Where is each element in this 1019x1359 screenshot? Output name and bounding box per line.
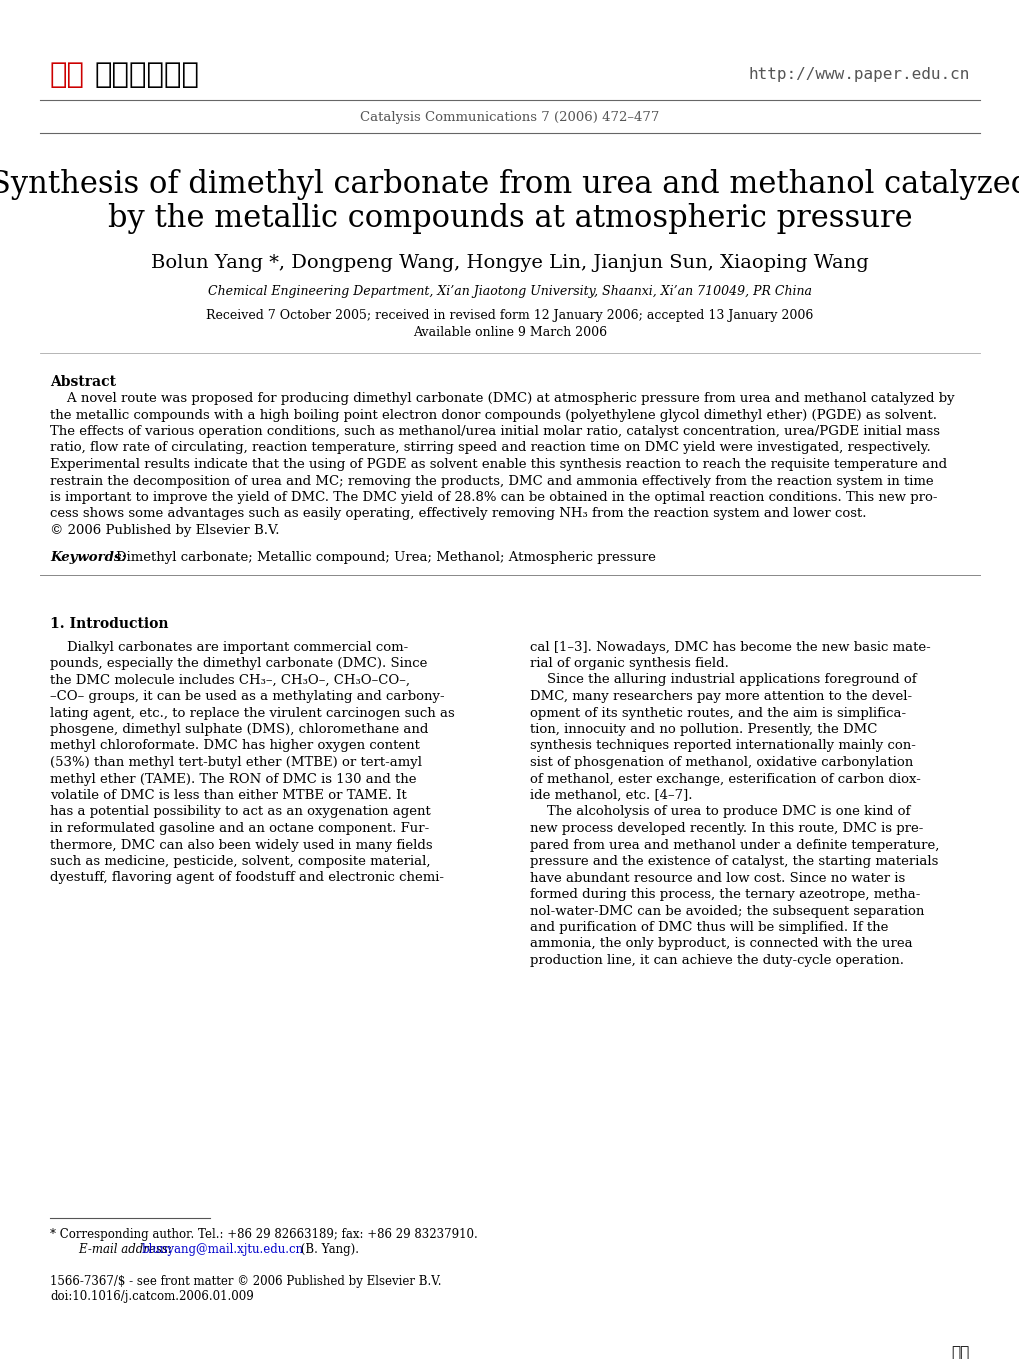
Text: formed during this process, the ternary azeotrope, metha-: formed during this process, the ternary … (530, 887, 919, 901)
Text: opment of its synthetic routes, and the aim is simplifica-: opment of its synthetic routes, and the … (530, 707, 905, 719)
Text: Experimental results indicate that the using of PGDE as solvent enable this synt: Experimental results indicate that the u… (50, 458, 947, 472)
Text: by the metallic compounds at atmospheric pressure: by the metallic compounds at atmospheric… (108, 202, 911, 234)
Text: A novel route was proposed for producing dimethyl carbonate (DMC) at atmospheric: A novel route was proposed for producing… (50, 391, 954, 405)
Text: pressure and the existence of catalyst, the starting materials: pressure and the existence of catalyst, … (530, 855, 937, 868)
Text: new process developed recently. In this route, DMC is pre-: new process developed recently. In this … (530, 822, 922, 834)
Text: lating agent, etc., to replace the virulent carcinogen such as: lating agent, etc., to replace the virul… (50, 707, 454, 719)
Text: ratio, flow rate of circulating, reaction temperature, stirring speed and reacti: ratio, flow rate of circulating, reactio… (50, 442, 930, 454)
Text: cal [1–3]. Nowadays, DMC has become the new basic mate-: cal [1–3]. Nowadays, DMC has become the … (530, 640, 930, 654)
Text: * Corresponding author. Tel.: +86 29 82663189; fax: +86 29 83237910.: * Corresponding author. Tel.: +86 29 826… (50, 1229, 477, 1241)
Text: 1566-7367/$ - see front matter © 2006 Published by Elsevier B.V.: 1566-7367/$ - see front matter © 2006 Pu… (50, 1275, 441, 1288)
Text: such as medicine, pesticide, solvent, composite material,: such as medicine, pesticide, solvent, co… (50, 855, 430, 868)
Text: production line, it can achieve the duty-cycle operation.: production line, it can achieve the duty… (530, 954, 903, 968)
Text: pounds, especially the dimethyl carbonate (DMC). Since: pounds, especially the dimethyl carbonat… (50, 656, 427, 670)
Text: dyestuff, flavoring agent of foodstuff and electronic chemi-: dyestuff, flavoring agent of foodstuff a… (50, 871, 443, 885)
Text: methyl chloroformate. DMC has higher oxygen content: methyl chloroformate. DMC has higher oxy… (50, 739, 420, 753)
Text: the DMC molecule includes CH₃–, CH₃O–, CH₃O–CO–,: the DMC molecule includes CH₃–, CH₃O–, C… (50, 674, 410, 686)
Text: is important to improve the yield of DMC. The DMC yield of 28.8% can be obtained: is important to improve the yield of DMC… (50, 491, 936, 504)
Text: synthesis techniques reported internationally mainly con-: synthesis techniques reported internatio… (530, 739, 915, 753)
Text: cess shows some advantages such as easily operating, effectively removing NH₃ fr: cess shows some advantages such as easil… (50, 507, 866, 520)
Text: (B. Yang).: (B. Yang). (297, 1243, 359, 1256)
Text: thermore, DMC can also been widely used in many fields: thermore, DMC can also been widely used … (50, 839, 432, 852)
Text: ammonia, the only byproduct, is connected with the urea: ammonia, the only byproduct, is connecte… (530, 938, 912, 950)
Text: Bolun Yang *, Dongpeng Wang, Hongye Lin, Jianjun Sun, Xiaoping Wang: Bolun Yang *, Dongpeng Wang, Hongye Lin,… (151, 254, 868, 272)
Text: http://www.paper.edu.cn: http://www.paper.edu.cn (748, 68, 969, 83)
Text: restrain the decomposition of urea and MC; removing the products, DMC and ammoni: restrain the decomposition of urea and M… (50, 474, 932, 488)
Text: DMC, many researchers pay more attention to the devel-: DMC, many researchers pay more attention… (530, 690, 911, 703)
Text: Synthesis of dimethyl carbonate from urea and methanol catalyzed: Synthesis of dimethyl carbonate from ure… (0, 170, 1019, 201)
Text: blunyang@mail.xjtu.edu.cn: blunyang@mail.xjtu.edu.cn (142, 1243, 304, 1256)
Text: 中国: 中国 (50, 61, 85, 88)
Text: the metallic compounds with a high boiling point electron donor compounds (polye: the metallic compounds with a high boili… (50, 409, 936, 421)
Text: Available online 9 March 2006: Available online 9 March 2006 (413, 326, 606, 340)
Text: in reformulated gasoline and an octane component. Fur-: in reformulated gasoline and an octane c… (50, 822, 429, 834)
Text: Since the alluring industrial applications foreground of: Since the alluring industrial applicatio… (530, 674, 916, 686)
Text: E-mail address:: E-mail address: (64, 1243, 175, 1256)
Text: Abstract: Abstract (50, 375, 116, 389)
Text: Received 7 October 2005; received in revised form 12 January 2006; accepted 13 J: Received 7 October 2005; received in rev… (206, 308, 813, 322)
Text: sist of phosgenation of methanol, oxidative carbonylation: sist of phosgenation of methanol, oxidat… (530, 756, 912, 769)
Text: nol-water-DMC can be avoided; the subsequent separation: nol-water-DMC can be avoided; the subseq… (530, 905, 923, 917)
Text: has a potential possibility to act as an oxygenation agent: has a potential possibility to act as an… (50, 806, 430, 818)
Text: doi:10.1016/j.catcom.2006.01.009: doi:10.1016/j.catcom.2006.01.009 (50, 1290, 254, 1303)
Text: pared from urea and methanol under a definite temperature,: pared from urea and methanol under a def… (530, 839, 938, 852)
Text: have abundant resource and low cost. Since no water is: have abundant resource and low cost. Sin… (530, 871, 905, 885)
Text: methyl ether (TAME). The RON of DMC is 130 and the: methyl ether (TAME). The RON of DMC is 1… (50, 772, 416, 786)
Text: rial of organic synthesis field.: rial of organic synthesis field. (530, 656, 729, 670)
Text: 科技论文在线: 科技论文在线 (95, 61, 200, 88)
Text: of methanol, ester exchange, esterification of carbon diox-: of methanol, ester exchange, esterificat… (530, 772, 920, 786)
Text: and purification of DMC thus will be simplified. If the: and purification of DMC thus will be sim… (530, 921, 888, 934)
Text: Chemical Engineering Department, Xi’an Jiaotong University, Shaanxi, Xi’an 71004: Chemical Engineering Department, Xi’an J… (208, 285, 811, 299)
Text: 1. Introduction: 1. Introduction (50, 617, 168, 631)
Text: The effects of various operation conditions, such as methanol/urea initial molar: The effects of various operation conditi… (50, 425, 940, 438)
Text: Catalysis Communications 7 (2006) 472–477: Catalysis Communications 7 (2006) 472–47… (360, 111, 659, 125)
Text: Dialkyl carbonates are important commercial com-: Dialkyl carbonates are important commerc… (50, 640, 408, 654)
Text: (53%) than methyl tert-butyl ether (MTBE) or tert-amyl: (53%) than methyl tert-butyl ether (MTBE… (50, 756, 422, 769)
Text: © 2006 Published by Elsevier B.V.: © 2006 Published by Elsevier B.V. (50, 525, 279, 537)
Text: Keywords:: Keywords: (50, 550, 126, 564)
Text: Dimethyl carbonate; Metallic compound; Urea; Methanol; Atmospheric pressure: Dimethyl carbonate; Metallic compound; U… (116, 550, 655, 564)
Text: The alcoholysis of urea to produce DMC is one kind of: The alcoholysis of urea to produce DMC i… (530, 806, 910, 818)
Text: volatile of DMC is less than either MTBE or TAME. It: volatile of DMC is less than either MTBE… (50, 790, 407, 802)
Text: –CO– groups, it can be used as a methylating and carbony-: –CO– groups, it can be used as a methyla… (50, 690, 444, 703)
Text: tion, innocuity and no pollution. Presently, the DMC: tion, innocuity and no pollution. Presen… (530, 723, 876, 737)
Text: phosgene, dimethyl sulphate (DMS), chloromethane and: phosgene, dimethyl sulphate (DMS), chlor… (50, 723, 428, 737)
Text: ide methanol, etc. [4–7].: ide methanol, etc. [4–7]. (530, 790, 692, 802)
Text: 转载: 转载 (951, 1345, 969, 1359)
